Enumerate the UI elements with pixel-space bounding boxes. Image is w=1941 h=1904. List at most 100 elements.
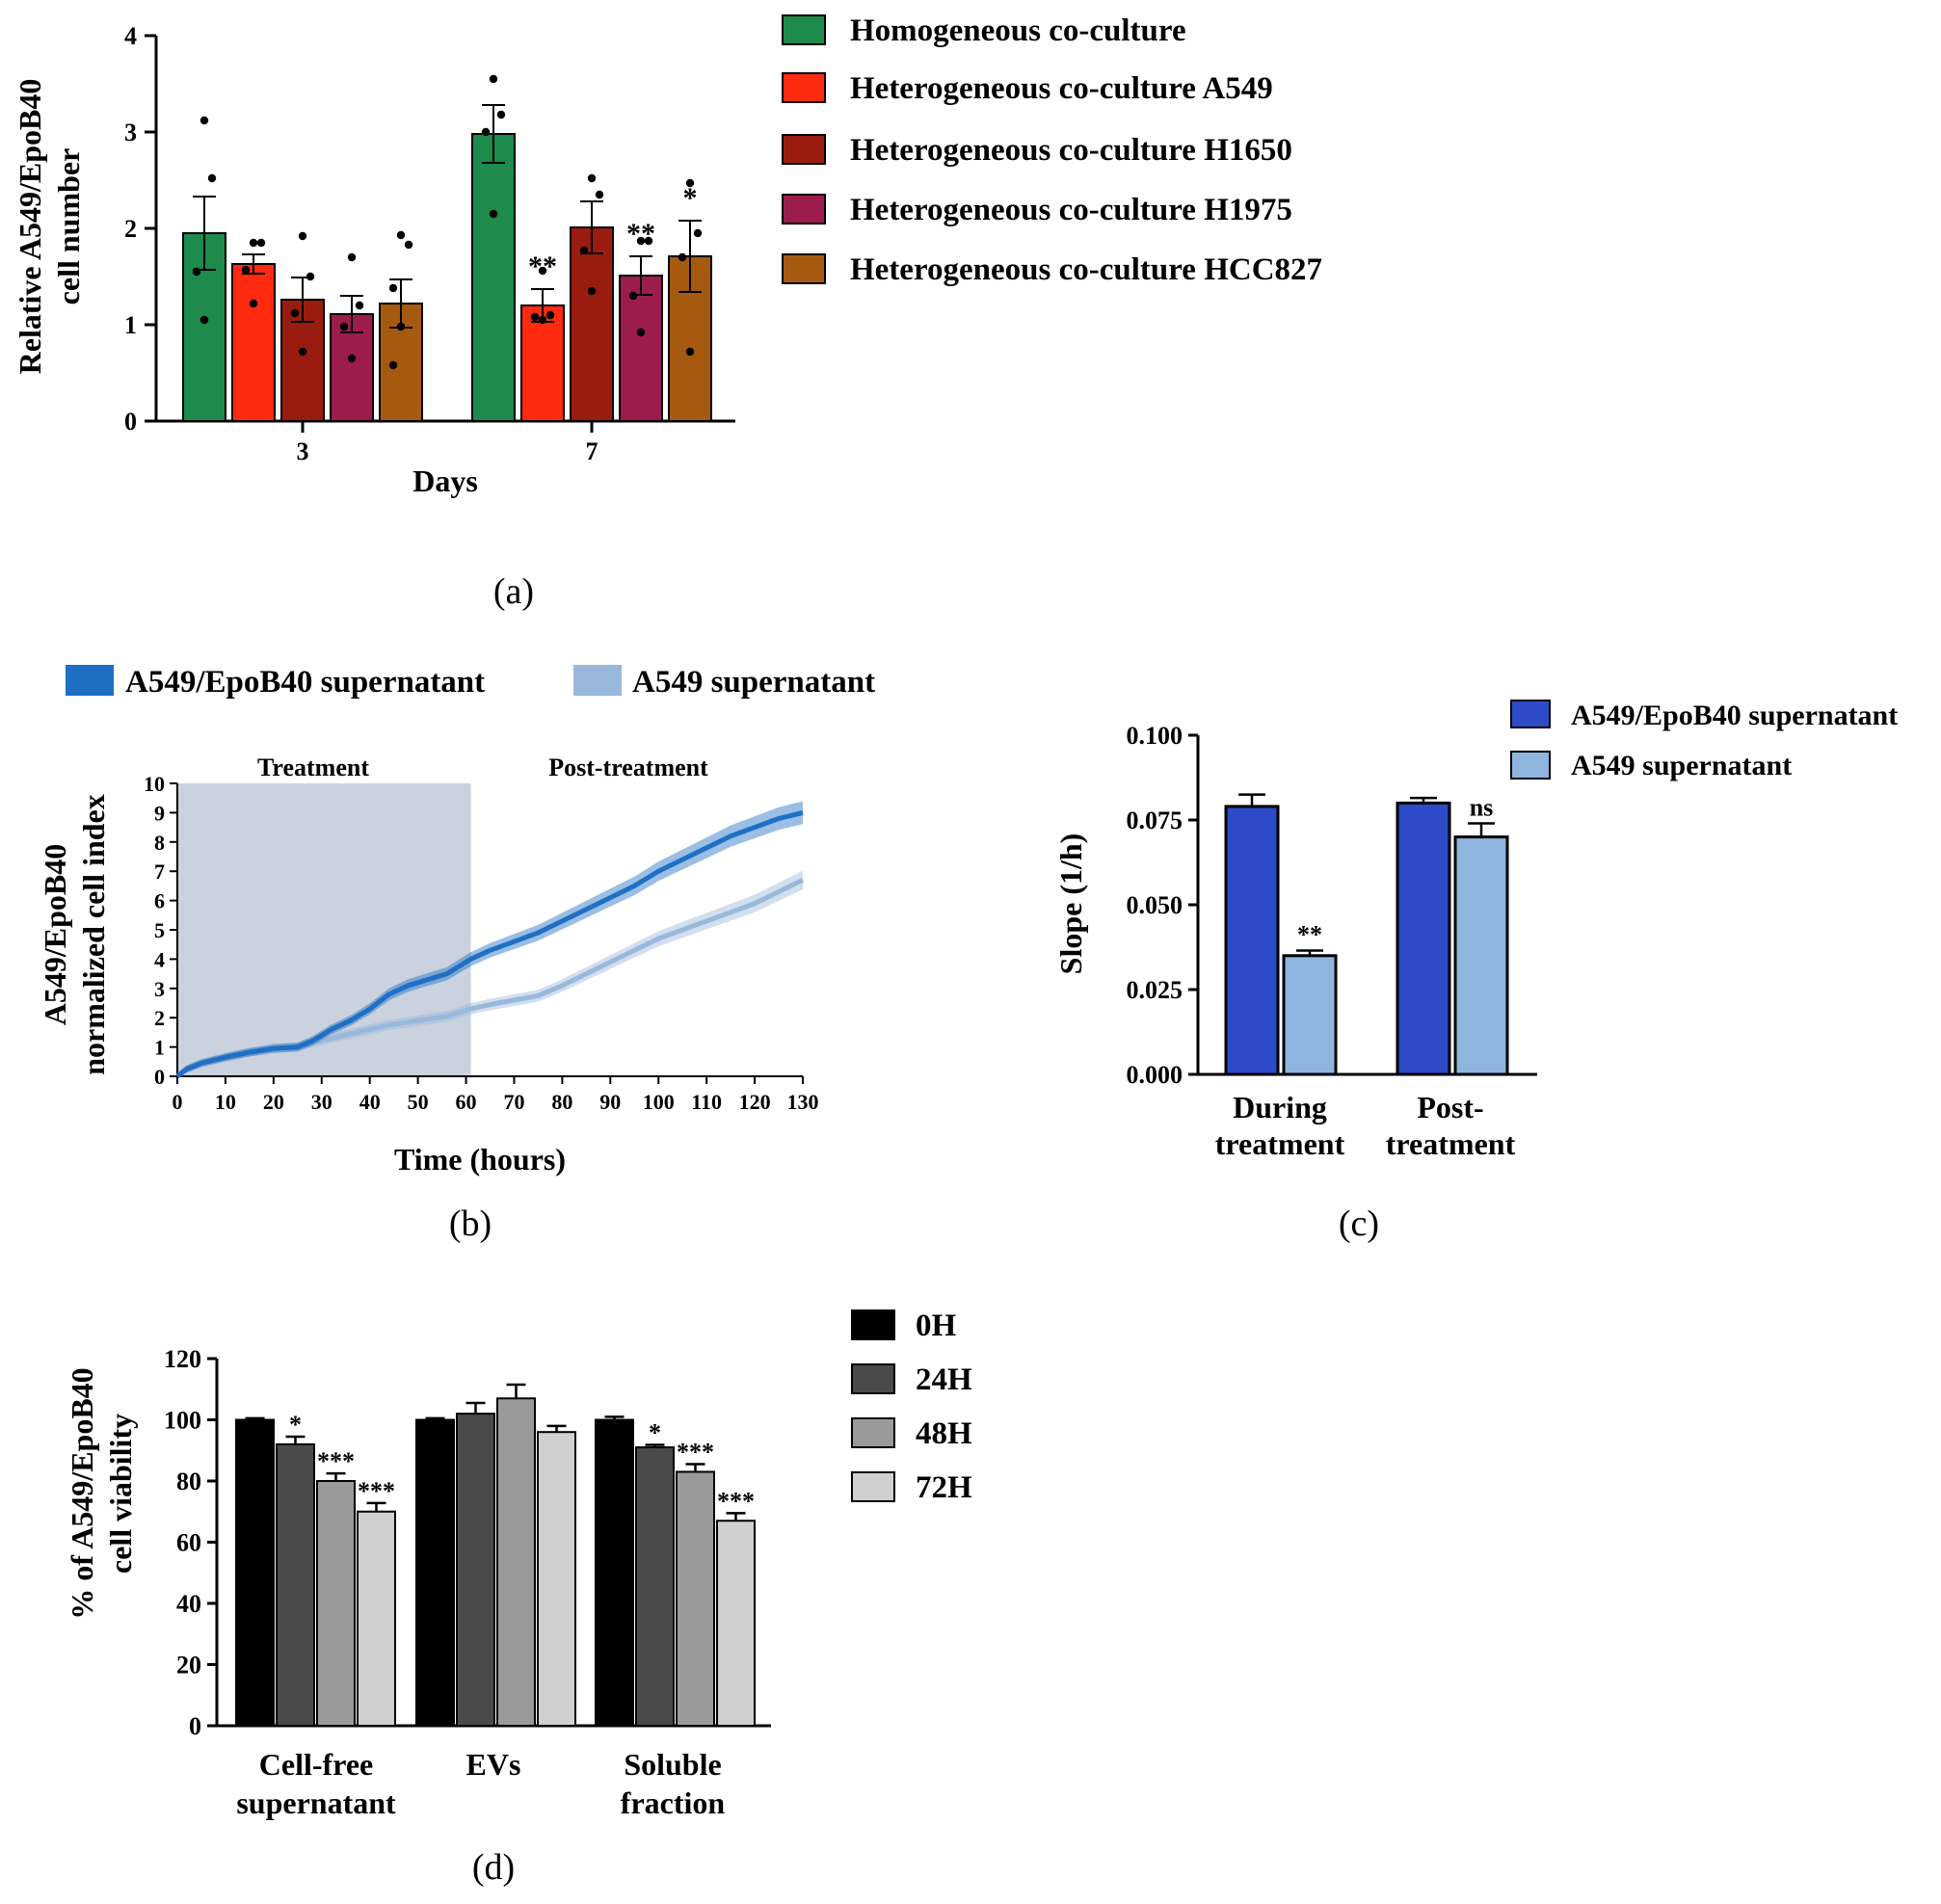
data-point: [685, 178, 695, 188]
data-point: [644, 236, 653, 246]
data-point: [530, 312, 540, 322]
data-point: [685, 347, 695, 357]
post-treatment-label: Post-treatment: [548, 754, 708, 781]
panel-c-plot-area: 0.000 0.025 0.050 0.075 0.100 ** ns: [1127, 722, 1537, 1089]
y-tick-label: 2: [154, 1006, 165, 1030]
data-point: [595, 190, 604, 199]
bar: [716, 1520, 756, 1728]
bar: [570, 226, 614, 422]
panel-b-caption: (b): [449, 1203, 492, 1244]
data-point: [489, 209, 498, 219]
y-tick-label: 3: [154, 977, 165, 1001]
x-tick-label: 40: [359, 1090, 381, 1114]
x-tick-label: 110: [691, 1090, 722, 1114]
x-tick-label: 30: [311, 1090, 332, 1114]
bar: [235, 1418, 275, 1727]
panel-c-cat1-label-line2: treatment: [1215, 1126, 1345, 1161]
data-point: [199, 116, 209, 125]
data-point: [396, 230, 406, 240]
data-point: [355, 301, 364, 310]
data-point: [481, 127, 491, 137]
data-point: [249, 238, 258, 248]
legend-swatch-het-a549: [782, 72, 826, 103]
y-tick-label: 2: [124, 215, 137, 243]
legend-label-0h: 0H: [916, 1309, 957, 1343]
significance-label: ns: [1470, 794, 1494, 822]
y-tick-label: 10: [144, 772, 165, 796]
bar: [1224, 805, 1280, 1076]
data-point: [241, 265, 251, 275]
panel-c: A549/EpoB40 supernatant A549 supernatant…: [1053, 700, 1898, 1244]
panel-b-xlabel: Time (hours): [394, 1142, 566, 1177]
panel-b: A549/EpoB40 supernatant A549 supernatant…: [38, 665, 875, 1244]
y-tick-label: 80: [176, 1468, 201, 1495]
legend-label-het-h1975: Heterogeneous co-culture H1975: [850, 193, 1292, 227]
panel-d-caption: (d): [472, 1847, 515, 1888]
legend-label-c-a549: A549 supernatant: [1571, 750, 1792, 781]
panel-c-cat2-label: Post-: [1417, 1090, 1483, 1124]
significance-label: **: [1297, 921, 1322, 949]
legend-swatch-het-h1650: [782, 134, 826, 165]
y-tick-label: 1: [154, 1036, 165, 1060]
x-tick-label: 100: [643, 1090, 675, 1114]
legend-swatch-72h: [851, 1471, 895, 1502]
series-line: [175, 809, 804, 1078]
data-point: [628, 291, 638, 301]
y-tick-label: 0: [189, 1712, 201, 1740]
y-tick-label: 1: [124, 311, 137, 339]
bar: [276, 1442, 315, 1728]
bar: [1282, 954, 1338, 1076]
bar: [471, 133, 516, 422]
y-tick-label: 6: [154, 889, 165, 913]
data-point: [693, 228, 703, 238]
x-tick-label: 90: [599, 1090, 621, 1114]
data-point: [404, 240, 413, 250]
legend-label-48h: 48H: [916, 1416, 972, 1451]
y-tick-label: 8: [154, 831, 165, 855]
y-tick-label: 4: [154, 947, 165, 971]
x-tick-label: 60: [456, 1090, 477, 1114]
y-tick-label: 7: [154, 859, 165, 884]
legend-label-het-hcc827: Heterogeneous co-culture HCC827: [850, 252, 1322, 287]
legend-swatch-24h: [851, 1363, 895, 1394]
y-tick-label: 0: [154, 1065, 165, 1089]
y-tick-label: 0.050: [1127, 891, 1183, 919]
bar: [635, 1446, 675, 1727]
y-tick-label: 0: [124, 408, 137, 436]
panel-d-cat1-label-line2: supernatant: [236, 1785, 396, 1820]
x-tick-label: 50: [408, 1090, 429, 1114]
panel-d-cat3-label-line2: fraction: [621, 1785, 726, 1820]
legend-swatch-a549-supernatant: [573, 665, 622, 696]
legend-label-epob40-supernatant: A549/EpoB40 supernatant: [125, 665, 485, 700]
legend-label-24h: 24H: [916, 1362, 972, 1397]
x-tick-label: 3: [297, 437, 309, 465]
legend-label-c-epob40: A549/EpoB40 supernatant: [1571, 700, 1898, 731]
treatment-label: Treatment: [257, 754, 369, 781]
panel-b-ylabel-line2: normalized cell index: [76, 794, 111, 1075]
data-point: [388, 360, 398, 370]
bar: [676, 1470, 715, 1727]
significance-label: **: [528, 251, 557, 282]
legend-label-a549-supernatant: A549 supernatant: [632, 665, 875, 700]
y-tick-label: 5: [154, 918, 165, 942]
data-point: [636, 236, 646, 246]
y-tick-label: 9: [154, 801, 165, 825]
significance-label: ***: [677, 1439, 714, 1467]
data-point: [207, 173, 217, 183]
y-tick-label: 0.100: [1127, 722, 1183, 750]
x-tick-label: 0: [173, 1090, 183, 1114]
panel-a-ylabel-line2: cell number: [51, 148, 86, 305]
x-tick-label: 130: [787, 1090, 819, 1114]
significance-label: *: [649, 1419, 661, 1447]
data-point: [587, 173, 597, 183]
legend-label-het-a549: Heterogeneous co-culture A549: [850, 71, 1273, 106]
panel-a-caption: (a): [493, 571, 534, 612]
legend-swatch-het-hcc827: [782, 253, 826, 284]
panel-b-legend: A549/EpoB40 supernatant A549 supernatant: [66, 665, 875, 700]
panel-d-cat2-label: EVs: [466, 1747, 521, 1782]
data-point: [192, 267, 201, 277]
data-point: [545, 310, 555, 320]
